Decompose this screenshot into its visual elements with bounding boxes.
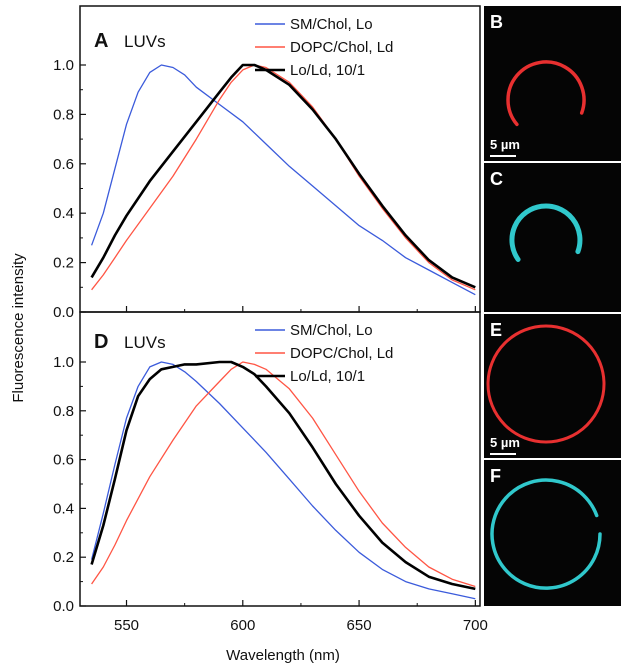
panel-d-y-tick-label: 0.8 <box>53 403 74 420</box>
panel-a-letter: A <box>94 30 108 52</box>
panel-d-legend: SM/Chol, Lo DOPC/Chol, Ld Lo/Ld, 10/1 <box>255 322 393 385</box>
panel-d-series-line-3 <box>90 360 476 591</box>
panel-d-frame <box>79 311 481 607</box>
microscopy-image <box>484 163 621 312</box>
panel-d-title: LUVs <box>124 333 166 352</box>
panel-d-legend-label-1: SM/Chol, Lo <box>290 322 373 339</box>
panel-d-series-line-2 <box>91 361 476 588</box>
panel-d-y-tick-label: 0.0 <box>53 598 74 615</box>
x-tick-label: 650 <box>347 617 372 634</box>
panel-d-letter: D <box>94 331 108 353</box>
microscopy-panel-e: E 5 µm <box>484 314 621 458</box>
panel-a-legend-label-2: DOPC/Chol, Ld <box>290 39 393 56</box>
panel-a-title: LUVs <box>124 32 166 51</box>
microscopy-image <box>484 460 621 606</box>
x-axis-label: Wavelength (nm) <box>226 647 340 664</box>
panel-a-legend-label-3: Lo/Ld, 10/1 <box>290 62 365 79</box>
panel-a-y-tick-label: 0.0 <box>53 304 74 321</box>
panel-d-chart: 0.0 0.2 0.4 0.6 0.8 1.0 D LUVs SM/Chol, Lo DOP… <box>53 311 481 615</box>
panel-a-y-tick-label: 0.6 <box>53 156 74 173</box>
y-axis-label: Fluorescence intensity <box>10 253 27 403</box>
microscopy-panel-letter: E <box>490 320 502 340</box>
panel-d-y-tick-label: 0.2 <box>53 549 74 566</box>
microscopy-panel-b: B 5 µm <box>484 6 621 161</box>
panel-a-y-tick-label: 0.2 <box>53 255 74 272</box>
panel-d-y-tick-label: 0.4 <box>53 500 74 517</box>
x-tick-label: 600 <box>230 617 255 634</box>
panel-a-y-axis: 0.0 0.2 0.4 0.6 0.8 1.0 <box>53 57 86 321</box>
vesicle-arc <box>506 60 586 127</box>
microscopy-panels: B 5 µm C E 5 µm F <box>484 6 621 606</box>
panel-a-series-line-3 <box>90 63 476 289</box>
x-axis: 550 600 650 700 <box>114 306 488 634</box>
panel-d-series <box>90 360 476 600</box>
panel-a-frame <box>79 5 481 313</box>
panel-a-y-tick-label: 1.0 <box>53 57 74 74</box>
microscopy-panel-f: F <box>484 460 621 606</box>
panel-a-y-tick-label: 0.4 <box>53 205 74 222</box>
vesicle-ring <box>486 324 606 444</box>
panel-a-series-line-1 <box>90 64 476 296</box>
scale-bar-label: 5 µm <box>490 137 520 152</box>
panel-d-legend-label-2: DOPC/Chol, Ld <box>290 345 393 362</box>
microscopy-panel-letter: F <box>490 466 501 486</box>
x-tick-label: 550 <box>114 617 139 634</box>
panel-d-y-tick-label: 1.0 <box>53 354 74 371</box>
panel-d-y-axis: 0.0 0.2 0.4 0.6 0.8 1.0 <box>53 354 86 615</box>
panel-a-series <box>90 63 476 296</box>
microscopy-panel-letter: C <box>490 169 503 189</box>
panel-d-legend-label-3: Lo/Ld, 10/1 <box>290 368 365 385</box>
panel-d-y-tick-label: 0.6 <box>53 452 74 469</box>
panel-a-chart: 0.0 0.2 0.4 0.6 0.8 1.0 A LUVs SM/Chol, Lo DOP… <box>53 5 481 321</box>
panel-a-series-line-2 <box>91 64 476 291</box>
scale-bar-label: 5 µm <box>490 435 520 450</box>
panel-d-series-line-1 <box>90 361 476 600</box>
panel-a-y-tick-label: 0.8 <box>53 106 74 123</box>
microscopy-panel-letter: B <box>490 12 503 32</box>
microscopy-image <box>484 314 621 458</box>
x-tick-label: 700 <box>463 617 488 634</box>
panel-a-legend: SM/Chol, Lo DOPC/Chol, Ld Lo/Ld, 10/1 <box>255 16 393 79</box>
microscopy-image <box>484 6 621 161</box>
microscopy-panel-c: C <box>484 163 621 312</box>
panel-a-legend-label-1: SM/Chol, Lo <box>290 16 373 33</box>
vesicle-arc <box>509 203 583 262</box>
vesicle-arc <box>490 478 602 590</box>
